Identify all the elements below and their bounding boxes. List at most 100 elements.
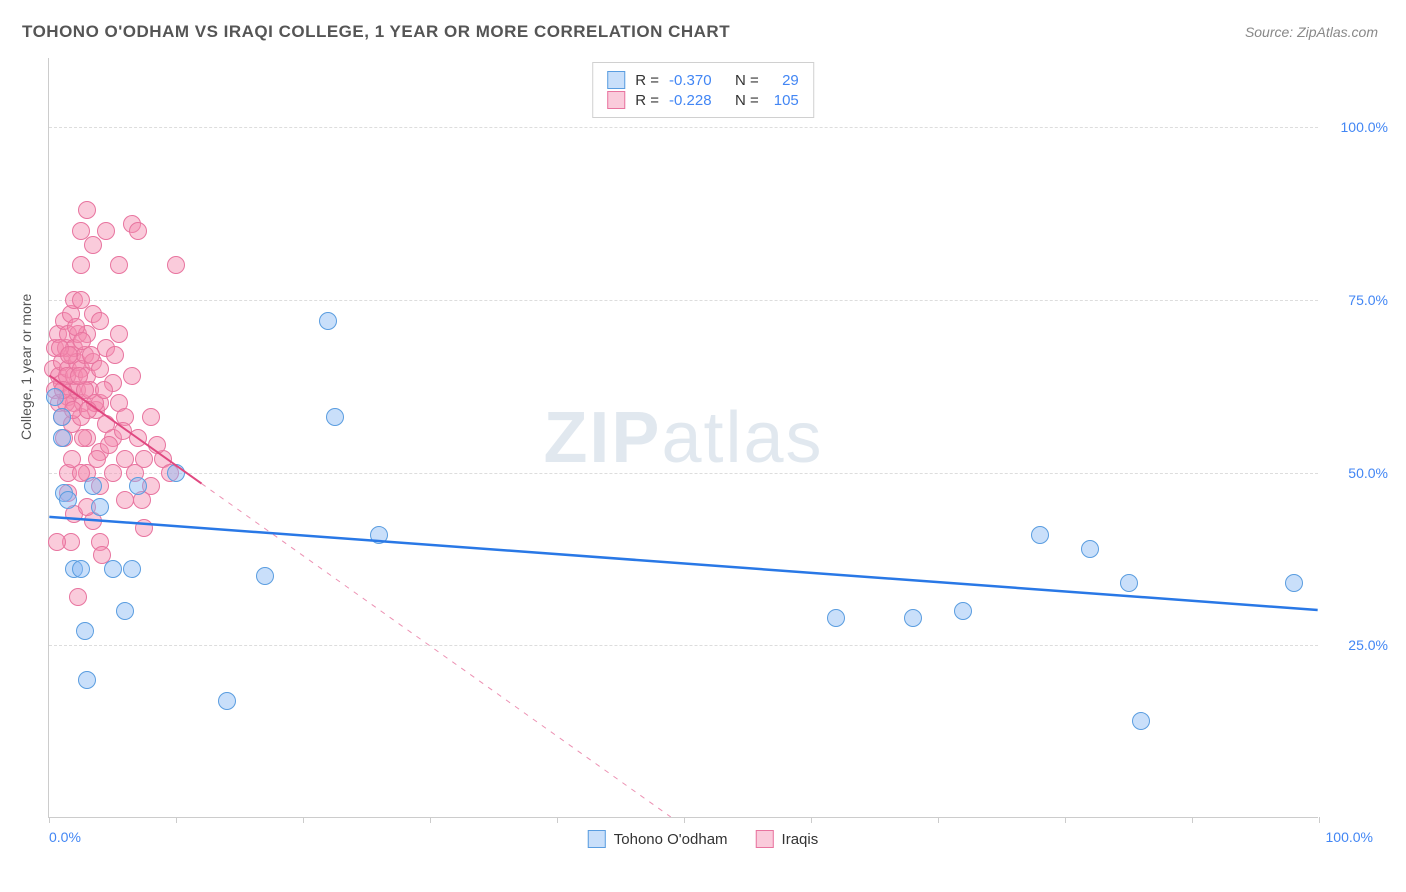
scatter-point <box>104 464 122 482</box>
scatter-point <box>142 408 160 426</box>
legend-n-label: N = <box>735 72 759 89</box>
scatter-point <box>91 498 109 516</box>
scatter-point <box>1132 712 1150 730</box>
scatter-point <box>135 519 153 537</box>
xtick <box>684 817 685 823</box>
ytick-label: 25.0% <box>1328 637 1388 653</box>
chart-title: TOHONO O'ODHAM VS IRAQI COLLEGE, 1 YEAR … <box>22 22 730 42</box>
scatter-point <box>53 408 71 426</box>
scatter-point <box>114 422 132 440</box>
scatter-point <box>104 560 122 578</box>
legend-bottom: Tohono O'odham Iraqis <box>588 830 818 848</box>
xtick <box>430 817 431 823</box>
ytick-label: 50.0% <box>1328 465 1388 481</box>
scatter-point <box>827 609 845 627</box>
plot-area: ZIPatlas 25.0%50.0%75.0%100.0%0.0%100.0% <box>48 58 1318 818</box>
scatter-point <box>110 325 128 343</box>
legend-r-label: R = <box>635 72 659 89</box>
legend-n-value: 29 <box>769 72 799 89</box>
xaxis-label-right: 100.0% <box>1326 829 1373 845</box>
legend-r-value: -0.228 <box>669 92 725 109</box>
ytick-label: 75.0% <box>1328 292 1388 308</box>
scatter-point <box>59 491 77 509</box>
xtick <box>303 817 304 823</box>
watermark: ZIPatlas <box>543 397 823 479</box>
scatter-point <box>78 201 96 219</box>
scatter-point <box>129 477 147 495</box>
legend-r-label: R = <box>635 92 659 109</box>
legend-swatch <box>756 830 774 848</box>
xtick <box>811 817 812 823</box>
gridline <box>49 473 1318 474</box>
legend-n-label: N = <box>735 92 759 109</box>
scatter-point <box>218 692 236 710</box>
gridline <box>49 300 1318 301</box>
scatter-point <box>72 560 90 578</box>
legend-swatch <box>588 830 606 848</box>
legend-swatch <box>607 91 625 109</box>
xtick <box>1065 817 1066 823</box>
legend-series-label: Iraqis <box>782 831 819 848</box>
scatter-point <box>82 346 100 364</box>
legend-bottom-item: Tohono O'odham <box>588 830 728 848</box>
ytick-label: 100.0% <box>1328 119 1388 135</box>
scatter-point <box>91 312 109 330</box>
chart-container: TOHONO O'ODHAM VS IRAQI COLLEGE, 1 YEAR … <box>0 0 1406 892</box>
scatter-point <box>148 436 166 454</box>
legend-swatch <box>607 71 625 89</box>
scatter-point <box>370 526 388 544</box>
scatter-point <box>904 609 922 627</box>
scatter-point <box>79 401 97 419</box>
scatter-point <box>167 256 185 274</box>
scatter-point <box>74 429 92 447</box>
scatter-point <box>46 388 64 406</box>
scatter-point <box>116 491 134 509</box>
scatter-point <box>78 671 96 689</box>
legend-top-row: R = -0.370 N = 29 <box>607 71 799 89</box>
scatter-point <box>167 464 185 482</box>
gridline <box>49 127 1318 128</box>
scatter-point <box>110 256 128 274</box>
scatter-point <box>53 429 71 447</box>
scatter-point <box>48 533 66 551</box>
scatter-point <box>84 477 102 495</box>
scatter-point <box>69 588 87 606</box>
legend-bottom-item: Iraqis <box>756 830 819 848</box>
scatter-point <box>129 222 147 240</box>
xtick <box>1319 817 1320 823</box>
scatter-point <box>1285 574 1303 592</box>
scatter-point <box>123 367 141 385</box>
scatter-point <box>72 256 90 274</box>
scatter-point <box>1031 526 1049 544</box>
scatter-point <box>116 602 134 620</box>
scatter-point <box>319 312 337 330</box>
scatter-point <box>256 567 274 585</box>
legend-top: R = -0.370 N = 29 R = -0.228 N = 105 <box>592 62 814 118</box>
scatter-point <box>95 381 113 399</box>
scatter-point <box>60 346 78 364</box>
trend-lines <box>49 58 1318 817</box>
legend-series-label: Tohono O'odham <box>614 831 728 848</box>
xtick <box>557 817 558 823</box>
yaxis-title: College, 1 year or more <box>18 294 34 440</box>
scatter-point <box>100 436 118 454</box>
gridline <box>49 645 1318 646</box>
xaxis-label-left: 0.0% <box>49 829 81 845</box>
scatter-point <box>76 622 94 640</box>
source-label: Source: ZipAtlas.com <box>1245 24 1378 40</box>
xtick <box>49 817 50 823</box>
scatter-point <box>1081 540 1099 558</box>
scatter-point <box>70 367 88 385</box>
xtick <box>1192 817 1193 823</box>
scatter-point <box>326 408 344 426</box>
scatter-point <box>123 560 141 578</box>
legend-top-row: R = -0.228 N = 105 <box>607 91 799 109</box>
scatter-point <box>1120 574 1138 592</box>
xtick <box>176 817 177 823</box>
scatter-point <box>106 346 124 364</box>
legend-n-value: 105 <box>769 92 799 109</box>
scatter-point <box>97 222 115 240</box>
scatter-point <box>954 602 972 620</box>
legend-r-value: -0.370 <box>669 72 725 89</box>
scatter-point <box>84 236 102 254</box>
